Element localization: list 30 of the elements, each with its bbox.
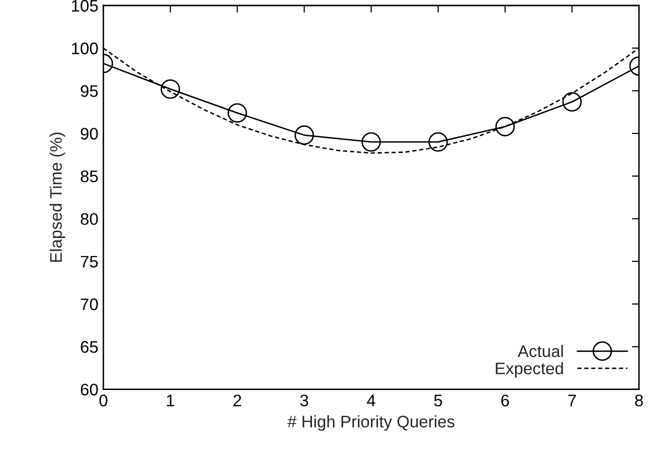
point <box>160 79 180 99</box>
y-tick-label: 90 <box>80 128 98 140</box>
point <box>562 92 582 112</box>
y-tick-label: 65 <box>80 341 98 353</box>
y-tick-label: 60 <box>80 384 98 396</box>
y-tick-label: 95 <box>80 85 98 97</box>
x-tick-label: 4 <box>366 394 376 406</box>
legend-label: Expected <box>496 362 563 378</box>
legend-label: Actual <box>518 344 563 358</box>
x-tick-label: 8 <box>635 394 643 406</box>
point <box>428 132 448 152</box>
y-tick-label: 85 <box>80 170 98 182</box>
x-tick-label: 5 <box>434 394 442 406</box>
x-tick-label: 3 <box>300 394 308 406</box>
x-tick-label: 0 <box>99 394 108 406</box>
y-tick-label: 75 <box>80 256 98 268</box>
point <box>495 116 515 136</box>
x-tick-label: 7 <box>568 394 576 406</box>
x-tick-label: 1 <box>166 394 174 406</box>
point <box>361 132 381 152</box>
point <box>228 103 248 123</box>
y-tick-label: 70 <box>80 298 98 310</box>
x-axis-title: # High Priority Queries <box>287 415 454 431</box>
point <box>294 125 314 145</box>
y-tick-label: 100 <box>72 42 98 54</box>
x-tick-label: 2 <box>233 394 242 406</box>
y-tick-label: 80 <box>80 213 98 225</box>
x-tick-label: 6 <box>501 394 509 406</box>
y-axis-title: Elapsed Time (%) <box>50 132 66 262</box>
y-tick-label: 105 <box>72 0 98 12</box>
